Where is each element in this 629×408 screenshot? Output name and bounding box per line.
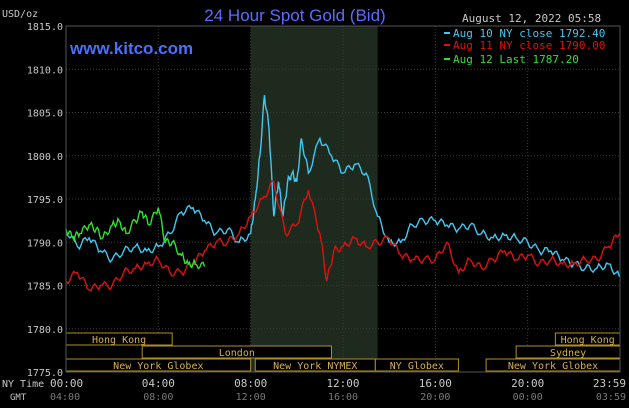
session-label: New York NYMEX <box>273 361 357 372</box>
x-tick-label-gmt: 20:00 <box>420 392 450 403</box>
series-line-aug10 <box>65 95 621 278</box>
x-tick-label-gmt: 12:00 <box>236 392 266 403</box>
x-tick-label-gmt: 16:00 <box>328 392 358 403</box>
x-tick-label-ny: 20:00 <box>511 377 544 390</box>
x-tick-label-ny: 00:00 <box>50 377 83 390</box>
legend-label-aug10: Aug 10 NY close 1792.40 <box>453 27 605 40</box>
series-line-aug11 <box>65 179 621 292</box>
plot-frame <box>65 25 621 373</box>
y-tick-label: 1795.0 <box>27 195 63 206</box>
session-label: NY Globex <box>390 361 444 372</box>
x-tick-label-ny: 16:00 <box>419 377 452 390</box>
y-tick-label: 1775.0 <box>27 368 63 379</box>
session-label: New York Globex <box>113 361 203 372</box>
timestamp: August 12, 2022 05:58 <box>462 12 601 25</box>
nymex-session-shade <box>250 26 378 372</box>
session-label: London <box>219 348 255 359</box>
x-tick-label-gmt: 03:59 <box>596 392 626 403</box>
x-tick-label-ny: 23:59 <box>593 377 626 390</box>
x-row-label-ny: NY Time <box>2 379 44 390</box>
session-label: Hong Kong <box>92 335 146 346</box>
y-tick-label: 1790.0 <box>27 238 63 249</box>
session-label: New York Globex <box>508 361 598 372</box>
x-tick-label-gmt: 04:00 <box>50 392 80 403</box>
session-box <box>374 358 459 372</box>
y-tick-label: 1785.0 <box>27 282 63 293</box>
session-label: Sydney <box>550 348 586 359</box>
series-line-aug12 <box>65 207 206 270</box>
y-tick-label: 1780.0 <box>27 325 63 336</box>
y-tick-label: 1810.0 <box>27 65 63 76</box>
x-tick-label-ny: 08:00 <box>234 377 267 390</box>
y-tick-label: 1815.0 <box>27 22 63 33</box>
session-box <box>141 345 332 359</box>
x-tick-label-ny: 04:00 <box>142 377 175 390</box>
x-tick-label-gmt: 00:00 <box>513 392 543 403</box>
chart-title: 24 Hour Spot Gold (Bid) <box>204 6 385 25</box>
legend-label-aug11: Aug 11 NY close 1790.00 <box>453 39 605 52</box>
x-tick-label-ny: 12:00 <box>326 377 359 390</box>
unit-label: USD/oz <box>2 9 38 20</box>
watermark-link[interactable]: www.kitco.com <box>69 39 193 58</box>
session-label: Hong Kong <box>561 335 615 346</box>
legend-label-aug12: Aug 12 Last 1787.20 <box>453 53 579 66</box>
y-tick-label: 1805.0 <box>27 109 63 120</box>
legend: Aug 10 NY close 1792.40 Aug 11 NY close … <box>444 27 605 66</box>
x-row-label-gmt: GMT <box>10 393 27 403</box>
y-tick-label: 1800.0 <box>27 152 63 163</box>
x-tick-label-gmt: 08:00 <box>143 392 173 403</box>
